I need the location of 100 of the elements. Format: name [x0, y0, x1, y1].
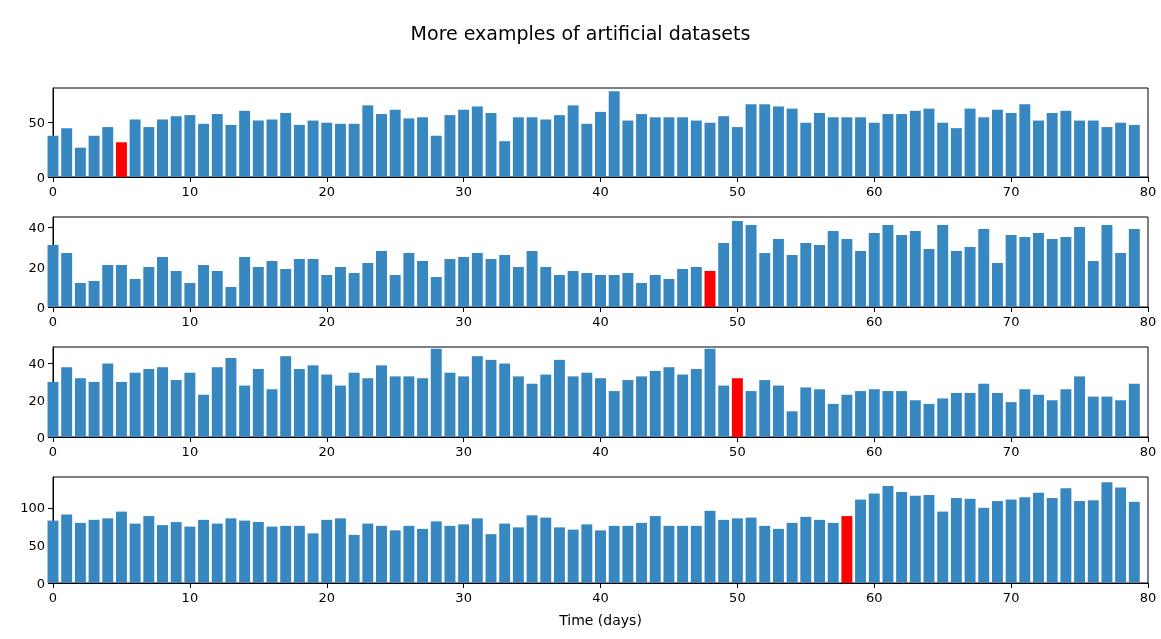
x-tick-label: 40 [592, 444, 609, 459]
bar [102, 127, 114, 177]
x-tick-label: 80 [1139, 184, 1157, 199]
bar [1074, 376, 1086, 437]
bar [307, 120, 319, 177]
bar [1005, 499, 1017, 583]
x-tick-label: 20 [318, 590, 336, 605]
bar [362, 523, 374, 583]
x-tick-label: 0 [48, 314, 58, 329]
bar [663, 525, 675, 583]
bar [512, 527, 524, 583]
bar [978, 117, 990, 177]
bar [868, 233, 880, 307]
bar [608, 275, 620, 307]
bar [855, 391, 867, 437]
x-tick-label: 40 [592, 590, 609, 605]
bar [334, 518, 346, 583]
bar [800, 122, 812, 177]
bar [293, 124, 305, 177]
y-tick-label: 0 [36, 299, 45, 315]
bar [786, 411, 798, 437]
bar [225, 124, 237, 177]
bar [595, 378, 606, 437]
bar [61, 128, 73, 177]
bar [800, 516, 812, 583]
bar [553, 359, 565, 437]
x-tick-label: 0 [48, 590, 58, 605]
bar [1046, 239, 1058, 307]
bar [512, 267, 524, 307]
bar [417, 528, 429, 583]
bar [526, 515, 538, 583]
y-tick-label: 40 [28, 356, 45, 372]
bar [157, 367, 168, 437]
bar [718, 385, 730, 437]
bar [252, 120, 264, 177]
bar [991, 263, 1003, 307]
x-tick-label: 30 [455, 590, 472, 605]
x-tick-label: 70 [1002, 184, 1020, 199]
bar [1128, 501, 1140, 583]
x-tick-label: 70 [1002, 590, 1020, 605]
bar [704, 348, 716, 437]
bar [376, 251, 387, 307]
bar [855, 251, 867, 307]
bar [129, 372, 141, 437]
x-tick-label: 20 [318, 314, 336, 329]
bar [1019, 389, 1031, 437]
bar [198, 519, 210, 583]
bar [745, 225, 757, 307]
bar [526, 117, 538, 177]
bar [1033, 233, 1044, 307]
bar [1101, 225, 1113, 307]
x-tick-label: 20 [318, 444, 336, 459]
y-tick-label: 0 [36, 429, 45, 445]
bar [252, 369, 264, 437]
bar [622, 380, 634, 437]
bar [403, 118, 415, 177]
bar [896, 492, 908, 583]
bar [417, 261, 429, 307]
x-tick-label: 30 [455, 444, 472, 459]
bar [1033, 394, 1044, 437]
bar [991, 501, 1003, 583]
bar [47, 381, 59, 437]
bar [157, 257, 168, 307]
bar [458, 376, 470, 437]
bar [608, 391, 620, 437]
bar [759, 104, 771, 177]
bar [430, 277, 442, 307]
bar [362, 105, 374, 177]
bar [581, 372, 593, 437]
bar [636, 376, 648, 437]
bar [403, 376, 415, 437]
y-tick-label: 40 [28, 219, 45, 235]
bar [1060, 110, 1072, 177]
bar [458, 109, 470, 177]
bar [581, 273, 593, 307]
bar [731, 518, 743, 583]
bar [759, 380, 771, 437]
bar [827, 117, 839, 177]
bar [266, 389, 278, 437]
bar [74, 147, 86, 177]
bar [1074, 120, 1086, 177]
bar [1046, 112, 1058, 177]
bar [718, 519, 730, 583]
bar [937, 398, 949, 437]
bar [1046, 498, 1058, 583]
bar [430, 521, 442, 583]
bar [855, 499, 867, 583]
bar [184, 115, 196, 177]
bar [800, 387, 812, 437]
bar [485, 534, 497, 583]
bar [896, 114, 908, 177]
bar [814, 112, 825, 177]
bar [991, 392, 1003, 437]
bar [239, 257, 251, 307]
bar [855, 117, 867, 177]
bar [1128, 229, 1140, 307]
bar [444, 115, 456, 177]
bar [882, 486, 894, 583]
bar [321, 519, 333, 583]
y-tick-label: 0 [36, 575, 45, 591]
